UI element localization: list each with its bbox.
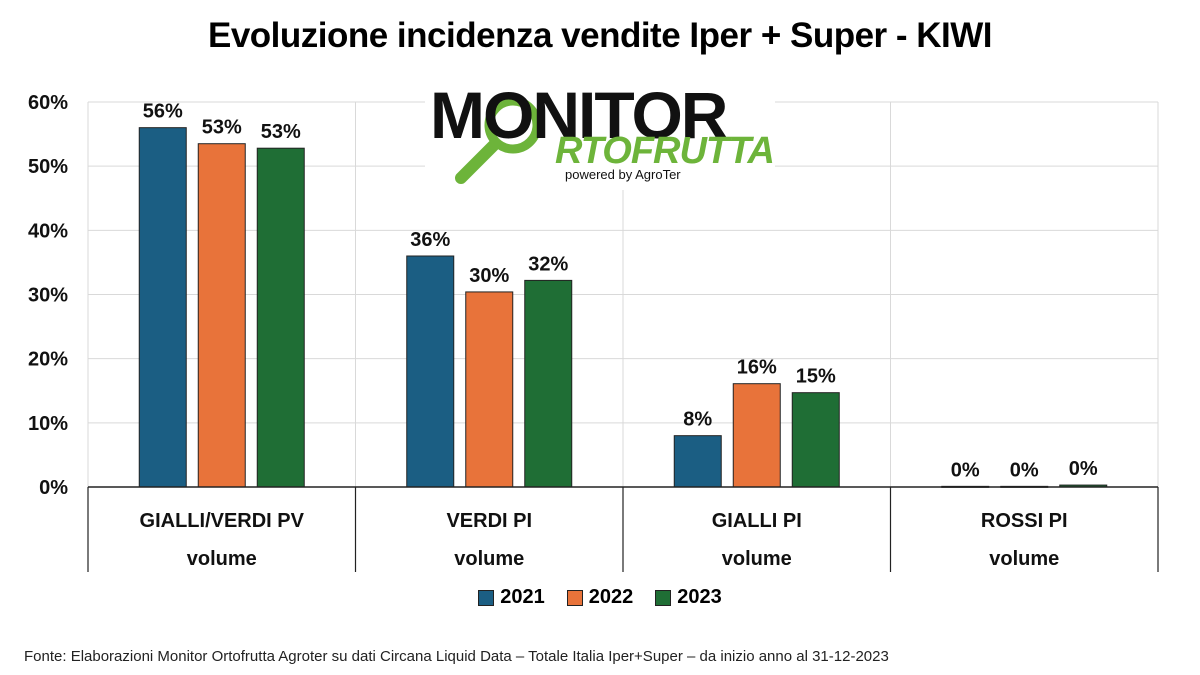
magnifier-icon	[455, 96, 542, 184]
y-tick-label: 0%	[39, 477, 68, 499]
y-tick-label: 10%	[28, 413, 68, 435]
legend-item: 2021	[478, 586, 545, 609]
bars	[138, 127, 1108, 488]
y-tick-label: 30%	[28, 285, 68, 307]
bar	[465, 291, 514, 488]
data-label: 0%	[1069, 458, 1098, 480]
x-category-label: GIALLI PI	[712, 510, 802, 532]
x-category-sublabel: volume	[989, 548, 1059, 570]
data-label: 53%	[202, 117, 242, 139]
x-category-sublabel: volume	[722, 548, 792, 570]
legend-item: 2022	[566, 586, 634, 609]
data-label: 56%	[143, 101, 183, 123]
data-label: 8%	[683, 409, 712, 431]
legend-label: 2021	[500, 586, 545, 608]
x-category-label: ROSSI PI	[981, 510, 1068, 532]
y-tick-label: 20%	[28, 349, 68, 371]
bar	[138, 127, 187, 488]
bar	[673, 435, 722, 488]
bar	[732, 383, 781, 488]
data-label: 32%	[528, 253, 568, 275]
bar	[406, 255, 455, 488]
logo-monitor-text: MONITOR	[430, 78, 728, 152]
bar	[197, 143, 246, 488]
data-label: 30%	[469, 265, 509, 287]
data-label: 53%	[261, 121, 301, 143]
data-label: 0%	[1010, 459, 1039, 481]
data-label: 0%	[951, 459, 980, 481]
x-category-sublabel: volume	[187, 548, 257, 570]
legend: 2021 2022 2023	[0, 586, 1200, 609]
chart-title: Evoluzione incidenza vendite Iper + Supe…	[207, 16, 993, 55]
data-label: 15%	[796, 366, 836, 388]
legend-label: 2023	[677, 586, 722, 608]
legend-swatch	[655, 589, 672, 606]
y-tick-label: 60%	[28, 92, 68, 114]
x-category-sublabel: volume	[454, 548, 524, 570]
legend-swatch	[478, 589, 495, 606]
data-label: 36%	[410, 229, 450, 251]
legend-item: 2023	[655, 586, 722, 609]
axes	[87, 486, 1159, 572]
bar	[791, 392, 840, 488]
legend-label: 2022	[588, 586, 634, 608]
monitor-ortofrutta-logo: MONITOR RTOFRUTTA powered by AgroTer	[425, 80, 775, 190]
x-category-label: GIALLI/VERDI PV	[140, 510, 305, 532]
logo-ortofrutta-text: RTOFRUTTA	[555, 130, 775, 172]
y-tick-label: 50%	[28, 156, 68, 178]
y-tick-label: 40%	[28, 220, 68, 242]
logo-powered-text: powered by AgroTer	[565, 167, 681, 182]
legend-swatch	[566, 589, 583, 606]
bar	[256, 147, 305, 488]
data-label: 16%	[737, 357, 777, 379]
source-note: Fonte: Elaborazioni Monitor Ortofrutta A…	[24, 648, 889, 665]
bar	[524, 279, 573, 488]
x-category-label: VERDI PI	[446, 510, 532, 532]
labels: 0% 10% 20% 30% 40% 50% 60% 56% 53% 53% 36% 30% 32% 8%…	[28, 92, 1098, 570]
